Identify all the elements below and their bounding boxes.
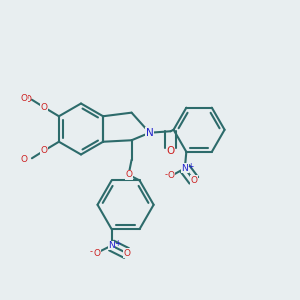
Text: O: O xyxy=(93,248,100,257)
Text: O: O xyxy=(123,248,130,257)
Text: N: N xyxy=(182,164,188,173)
Text: O: O xyxy=(125,170,132,179)
Text: O: O xyxy=(21,155,28,164)
Text: O: O xyxy=(190,176,197,185)
Text: O: O xyxy=(21,94,28,103)
Text: O: O xyxy=(40,103,47,112)
Text: N: N xyxy=(146,128,154,138)
Text: O: O xyxy=(167,146,175,156)
Text: +: + xyxy=(114,239,120,248)
Text: O: O xyxy=(22,94,29,103)
Text: O: O xyxy=(25,95,32,104)
Text: -: - xyxy=(90,247,93,256)
Text: -: - xyxy=(165,170,168,179)
Text: N: N xyxy=(108,241,115,250)
Text: O: O xyxy=(40,146,47,155)
Text: +: + xyxy=(187,162,194,171)
Text: O: O xyxy=(168,171,175,180)
